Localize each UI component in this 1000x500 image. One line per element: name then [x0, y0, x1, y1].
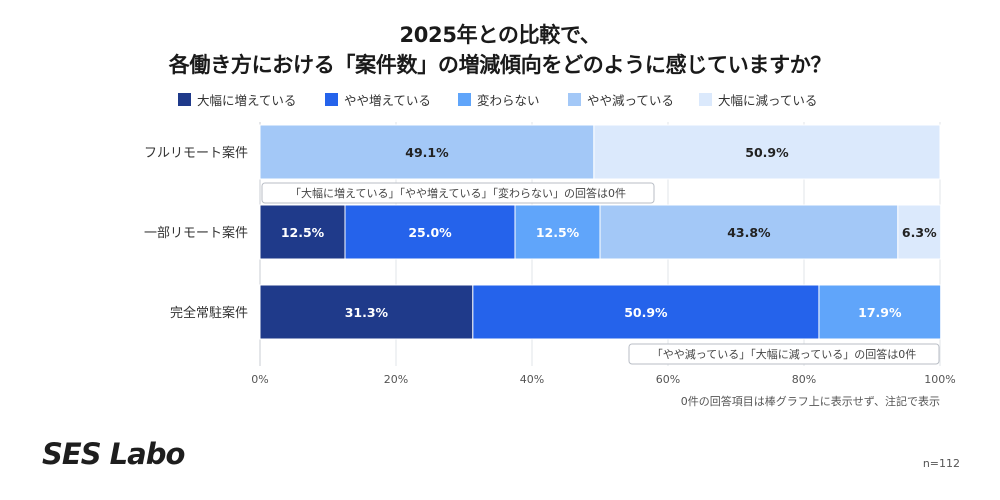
x-tick-label: 60% — [656, 373, 680, 386]
bar-segment — [818, 284, 942, 340]
note-text: 「やや減っている」「大幅に減っている」の回答は0件 — [652, 347, 916, 361]
data-label: 50.9% — [624, 305, 668, 320]
legend-label: 大幅に増えている — [197, 92, 297, 108]
legend-label: 変わらない — [477, 92, 540, 108]
legend-item: 変わらない — [458, 91, 540, 108]
bar-segment — [259, 284, 474, 340]
bar-segment — [344, 204, 516, 260]
category-label: 完全常駐案件 — [170, 305, 248, 321]
legend-swatch — [178, 92, 191, 106]
x-tick-label: 20% — [384, 373, 408, 386]
sample-size-label: n=112 — [922, 457, 960, 470]
bar-segment — [514, 204, 601, 260]
note-box — [628, 343, 940, 365]
legend-item: 大幅に増えている — [178, 91, 297, 108]
bar-segment — [599, 204, 899, 260]
data-label: 17.9% — [858, 305, 902, 320]
data-label: 12.5% — [281, 225, 325, 240]
category-label: フルリモート案件 — [144, 146, 248, 161]
data-label: 43.8% — [727, 225, 771, 240]
note-box — [261, 182, 655, 204]
bar-segment — [897, 204, 942, 260]
chart-title-line-2: 各働き方における「案件数」の増減傾向をどのように感じていますか？ — [168, 53, 832, 77]
data-label: 12.5% — [536, 225, 580, 240]
bar-segment — [593, 124, 941, 180]
data-label: 31.3% — [345, 305, 389, 320]
note-text: 「大幅に増えている」「やや増えている」「変わらない」の回答は0件 — [290, 186, 626, 200]
legend-swatch — [568, 92, 581, 106]
data-label: 6.3% — [902, 225, 937, 240]
legend-swatch — [458, 92, 471, 106]
legend-item: やや減っている — [568, 91, 674, 108]
legend-label: やや増えている — [344, 92, 431, 108]
x-tick-label: 40% — [520, 373, 544, 386]
brand-logo: SES Labo — [42, 437, 185, 471]
legend-label: 大幅に減っている — [718, 92, 818, 108]
data-label: 49.1% — [405, 145, 449, 160]
bar-segment — [259, 204, 346, 260]
legend-swatch — [325, 92, 338, 106]
legend-item: 大幅に減っている — [699, 91, 818, 108]
data-label: 25.0% — [408, 225, 452, 240]
x-tick-label: 100% — [924, 373, 955, 386]
category-label: 一部リモート案件 — [144, 226, 248, 241]
x-tick-label: 80% — [792, 373, 816, 386]
legend-label: やや減っている — [587, 92, 674, 108]
chart-title-line-1: 2025年との比較で、 — [399, 23, 601, 47]
x-tick-label: 0% — [251, 373, 268, 386]
legend-swatch — [699, 92, 712, 106]
legend-item: やや増えている — [325, 91, 431, 108]
chart-legend: 大幅に増えている やや増えている 変わらない やや減っている 大幅に減っている — [0, 91, 1000, 108]
data-label: 50.9% — [745, 145, 789, 160]
chart-footnote: 0件の回答項目は棒グラフ上に表示せず、注記で表示 — [680, 395, 940, 408]
bar-segment — [259, 124, 595, 180]
